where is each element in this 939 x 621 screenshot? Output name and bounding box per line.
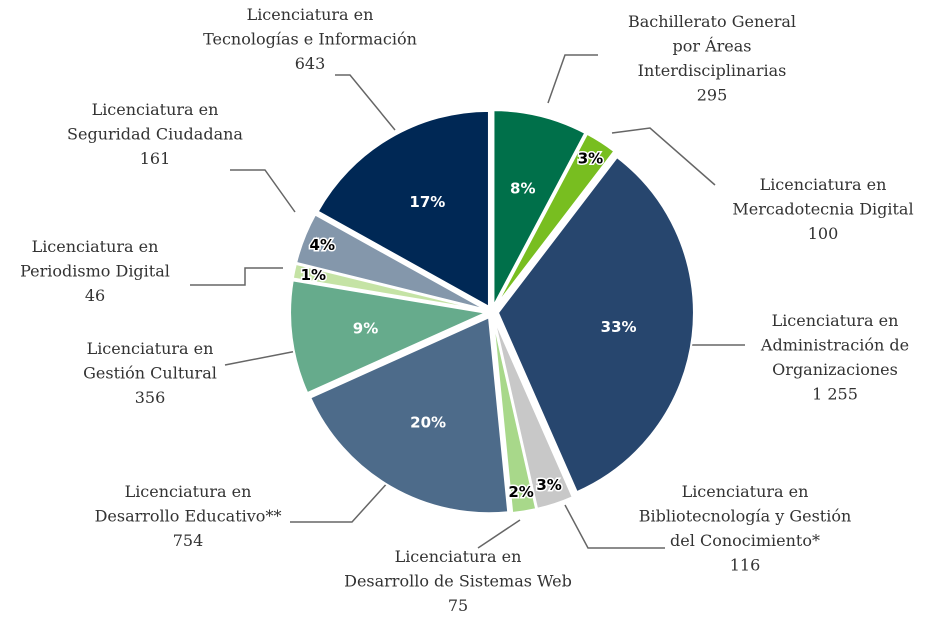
- category-label: Interdisciplinarias: [638, 61, 787, 80]
- leader-line: [335, 74, 396, 131]
- value-label: 356: [135, 388, 166, 407]
- pie-slice: [294, 213, 487, 311]
- category-label: del Conocimiento*: [670, 531, 820, 550]
- category-label: Organizaciones: [772, 360, 898, 379]
- percent-label: 8%: [510, 179, 535, 197]
- category-label: Licenciatura en: [125, 482, 252, 501]
- pie-slice: [494, 132, 616, 308]
- value-label: 46: [85, 286, 105, 305]
- percent-label: 4%: [310, 236, 335, 254]
- category-label: Mercadotecnia Digital: [732, 200, 913, 219]
- value-label: 100: [808, 224, 839, 243]
- percent-label: 20%: [410, 413, 446, 431]
- value-label: 75: [448, 596, 468, 615]
- leader-line: [224, 349, 303, 366]
- percent-label: 9%: [353, 319, 378, 337]
- leader-line: [190, 267, 283, 286]
- pie-slice: [316, 109, 490, 309]
- leader-line: [230, 169, 296, 213]
- percent-label: 3%: [536, 476, 561, 494]
- category-label: Licenciatura en: [32, 237, 159, 256]
- category-label: Licenciatura en: [87, 339, 214, 358]
- category-label: Licenciatura en: [92, 100, 219, 119]
- value-label: 1 255: [812, 385, 858, 404]
- category-label: Licenciatura en: [247, 5, 374, 24]
- category-label: Bibliotecnología y Gestión: [639, 507, 852, 526]
- category-label: Administración de: [760, 336, 909, 355]
- leader-line: [564, 504, 665, 549]
- percent-label: 17%: [409, 193, 445, 211]
- leader-line: [477, 519, 521, 549]
- category-label: Licenciatura en: [395, 547, 522, 566]
- pie-slice: [496, 155, 695, 494]
- value-label: 116: [730, 556, 761, 575]
- category-label: Tecnologías e Información: [203, 30, 417, 49]
- category-label: Seguridad Ciudadana: [67, 125, 243, 144]
- category-label: Gestión Cultural: [83, 364, 217, 383]
- value-label: 643: [295, 54, 326, 73]
- value-label: 161: [140, 149, 171, 168]
- category-label: Periodismo Digital: [20, 262, 170, 281]
- leader-line: [290, 479, 391, 523]
- value-label: 295: [697, 86, 728, 105]
- value-label: 754: [173, 531, 204, 550]
- pie-slice: [491, 317, 538, 515]
- category-label: Licenciatura en: [772, 311, 899, 330]
- category-label: Desarrollo de Sistemas Web: [344, 572, 572, 591]
- category-label: Desarrollo Educativo**: [95, 507, 282, 526]
- leader-line: [611, 127, 716, 186]
- category-label: Bachillerato General: [628, 12, 796, 31]
- leader-line: [547, 54, 598, 104]
- category-label: Licenciatura en: [760, 175, 887, 194]
- percent-label: 33%: [601, 318, 637, 336]
- pie-slice: [289, 279, 490, 395]
- percent-label: 2%: [508, 483, 533, 501]
- pie-slice: [492, 109, 587, 307]
- category-label: Licenciatura en: [682, 482, 809, 501]
- pie-slice: [308, 315, 510, 515]
- percent-label: 3%: [578, 149, 603, 167]
- pie-slice: [291, 262, 487, 312]
- category-label: por Áreas: [672, 36, 751, 56]
